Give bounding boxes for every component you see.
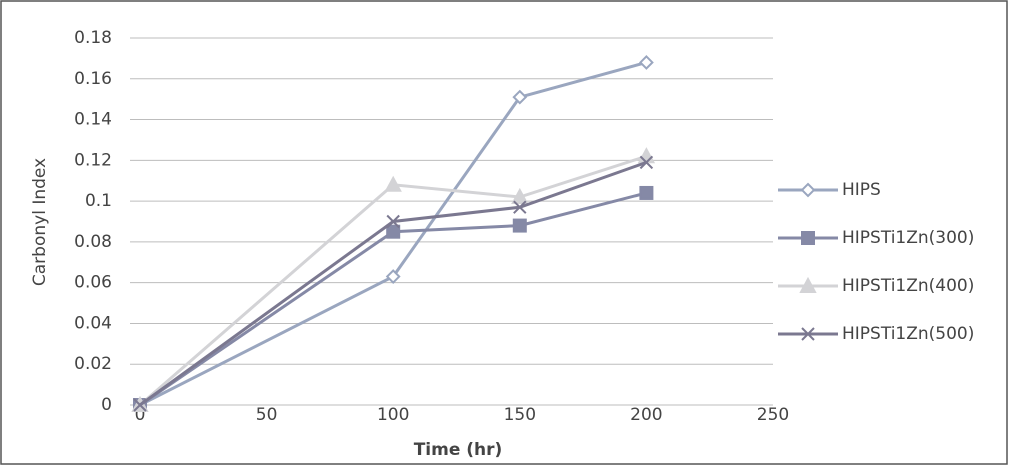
data-point [513, 200, 527, 214]
data-point [639, 155, 654, 170]
y-tick-label: 0.18 [74, 28, 112, 48]
y-axis-title: Carbonyl Index [30, 158, 50, 286]
y-tick-label: 0.08 [74, 232, 112, 252]
x-tick-label: 50 [256, 405, 278, 425]
legend-marker [799, 276, 817, 293]
data-point [385, 269, 401, 284]
y-tick-label: 0.06 [74, 273, 112, 293]
series-line [139, 191, 647, 407]
legend-marker [801, 327, 815, 341]
legend-label: HIPSTi1Zn(300) [842, 228, 974, 248]
series-line [139, 160, 647, 407]
series-line [139, 61, 647, 407]
legend-label: HIPSTi1Zn(500) [842, 324, 974, 344]
legend-marker [800, 182, 816, 198]
y-tick-label: 0.16 [74, 69, 112, 89]
x-tick-label: 0 [135, 405, 146, 425]
data-point [133, 398, 147, 412]
data-point [512, 89, 528, 105]
legend-marker [801, 231, 815, 245]
x-tick-label: 100 [377, 405, 409, 425]
y-tick-label: 0 [101, 395, 112, 415]
legend-label: HIPSTi1Zn(400) [842, 276, 974, 296]
series-line [139, 154, 647, 407]
data-point [512, 218, 527, 233]
legend-label: HIPS [842, 180, 881, 200]
data-point [386, 224, 401, 239]
x-tick-label: 200 [630, 405, 662, 425]
data-point [638, 55, 654, 70]
y-tick-label: 0.04 [74, 313, 112, 333]
x-tick-label: 150 [504, 405, 536, 425]
x-tick-label: 250 [757, 405, 789, 425]
y-tick-label: 0.12 [74, 150, 112, 170]
data-point [639, 185, 654, 200]
x-axis-title: Time (hr) [414, 440, 503, 460]
data-point [511, 187, 529, 205]
y-tick-label: 0.1 [85, 191, 112, 211]
y-tick-label: 0.02 [74, 354, 112, 374]
data-point [637, 147, 656, 164]
data-point [386, 214, 400, 229]
y-tick-label: 0.14 [74, 110, 112, 130]
data-point [384, 175, 402, 192]
